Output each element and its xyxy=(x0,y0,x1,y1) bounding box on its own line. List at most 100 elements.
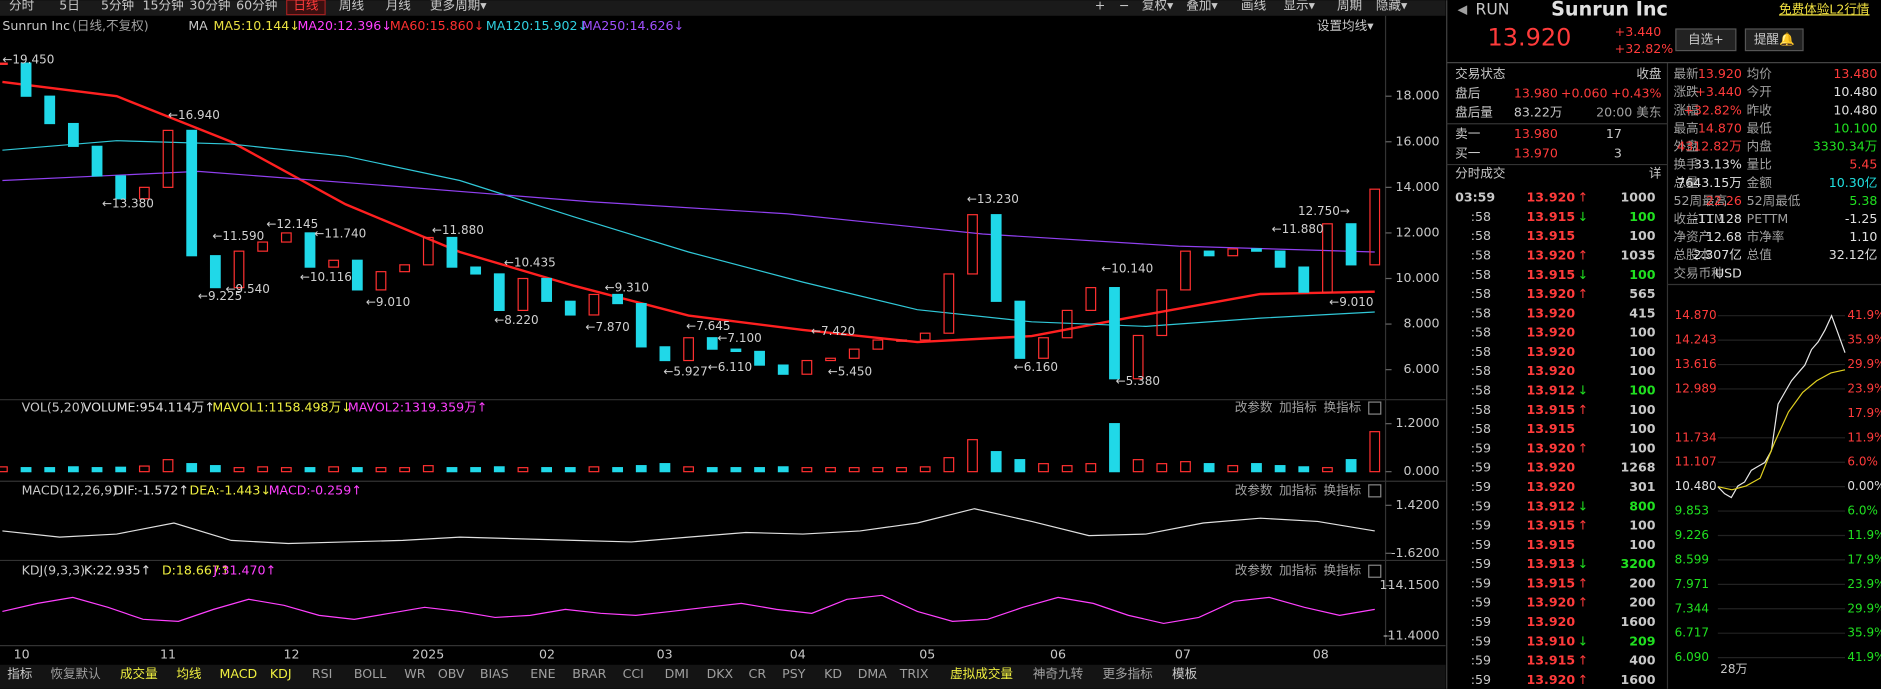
volume-bar xyxy=(919,466,931,473)
panel-button[interactable]: 加指标 xyxy=(1279,400,1317,415)
indicator-tab[interactable]: MACD xyxy=(220,666,258,681)
indicator-tab[interactable]: 神奇九转 xyxy=(1033,666,1084,681)
period-tab[interactable]: 30分钟 xyxy=(189,0,230,13)
promo-link[interactable]: 免费体验L2行情 xyxy=(1779,1,1870,16)
candle xyxy=(683,337,694,362)
detail-button[interactable]: 详 xyxy=(1649,166,1662,181)
indicator-tab[interactable]: 指标 xyxy=(7,666,33,681)
candle xyxy=(1203,250,1215,257)
tool-button[interactable]: 复权▾ xyxy=(1142,0,1174,13)
trade-price: 13.920 xyxy=(1527,325,1576,340)
indicator-tab[interactable]: CR xyxy=(749,666,767,681)
y-tick-label: 114.1500 xyxy=(1380,577,1440,592)
close-button[interactable] xyxy=(1368,564,1382,578)
panel-button[interactable]: 换指标 xyxy=(1324,563,1362,578)
volume-bar xyxy=(1369,431,1381,473)
price-annotation: ←13.380 xyxy=(102,197,154,211)
indicator-tab[interactable]: BIAS xyxy=(480,666,509,681)
indicator-tab[interactable]: CCI xyxy=(623,666,644,681)
trade-price: 13.915 xyxy=(1527,575,1576,590)
tool-button[interactable]: − xyxy=(1119,0,1130,13)
symbol: RUN xyxy=(1476,0,1510,18)
mini-pct-label: 0.00% xyxy=(1847,479,1881,493)
stock-name: Sunrun Inc xyxy=(2,18,70,33)
panel-button[interactable]: 换指标 xyxy=(1324,482,1362,497)
trade-time: :58 xyxy=(1471,344,1491,359)
tool-button[interactable]: 周期 xyxy=(1337,0,1362,13)
candle xyxy=(943,273,955,334)
stat-label: 涨跌 xyxy=(1673,84,1699,99)
panel-button[interactable]: 加指标 xyxy=(1279,482,1317,497)
panel-button[interactable]: 改参数 xyxy=(1235,482,1273,497)
indicator-tab[interactable]: BRAR xyxy=(572,666,606,681)
indicator-tab[interactable]: DKX xyxy=(707,666,734,681)
indicator-tab[interactable]: 模板 xyxy=(1172,666,1198,681)
trade-volume: 100 xyxy=(1629,209,1656,224)
candle xyxy=(67,122,79,147)
price-annotation: ←11.880 xyxy=(432,223,484,237)
volume-bar xyxy=(872,467,884,473)
indicator-tab[interactable]: OBV xyxy=(438,666,465,681)
period-tab[interactable]: 分时 xyxy=(9,0,35,13)
ma-settings[interactable]: 设置均线▾ xyxy=(1317,18,1374,33)
nav-arrow[interactable]: ◀ xyxy=(1458,1,1468,16)
indicator-tab[interactable]: KDJ xyxy=(270,666,292,681)
indicator-tab[interactable]: PSY xyxy=(782,666,806,681)
trade-volume: 100 xyxy=(1629,363,1656,378)
candle xyxy=(635,302,647,348)
panel-button[interactable]: 改参数 xyxy=(1235,563,1273,578)
alert-button[interactable] xyxy=(1744,28,1804,52)
indicator-tab[interactable]: BOLL xyxy=(354,666,386,681)
indicator-tab[interactable]: DMI xyxy=(665,666,689,681)
period-tab[interactable]: 周线 xyxy=(339,0,365,13)
indicator-tab[interactable]: 恢复默认 xyxy=(50,666,101,681)
stat-label: 交易币种 xyxy=(1673,265,1723,280)
trade-time: :58 xyxy=(1471,286,1491,301)
panel-button[interactable]: 改参数 xyxy=(1235,400,1273,415)
indicator-tab[interactable]: KD xyxy=(824,666,842,681)
candle xyxy=(872,339,884,350)
y-tick-label: 0.000 xyxy=(1404,463,1440,478)
trade-arrow: ↑ xyxy=(1577,286,1588,301)
status-value: 收盘 xyxy=(1636,66,1662,81)
period-tab[interactable]: 60分钟 xyxy=(236,0,277,13)
volume-bar xyxy=(1180,461,1191,473)
period-tab[interactable]: 月线 xyxy=(386,0,412,13)
tool-button[interactable]: 隐藏▾ xyxy=(1376,0,1408,13)
watch-button[interactable] xyxy=(1675,28,1737,52)
tool-button[interactable]: 显示▾ xyxy=(1283,0,1315,13)
ma-legend: MA120:15.902↓ xyxy=(486,18,588,33)
period-tab[interactable]: 更多周期▾ xyxy=(430,0,487,13)
indicator-tab[interactable]: ENE xyxy=(530,666,555,681)
trade-price: 13.920 xyxy=(1527,305,1576,320)
volume-bar xyxy=(635,465,647,473)
tool-button[interactable]: 叠加▾ xyxy=(1186,0,1218,13)
trade-volume: 1600 xyxy=(1620,672,1655,687)
close-button[interactable] xyxy=(1368,401,1382,415)
period-tab[interactable]: 15分钟 xyxy=(143,0,184,13)
period-tab[interactable]: 日线 xyxy=(293,0,319,13)
volume-bar xyxy=(375,467,387,473)
tool-button[interactable]: + xyxy=(1095,0,1106,13)
mini-pct-label: 29.9% xyxy=(1847,357,1881,371)
period-tab[interactable]: 5日 xyxy=(59,0,80,13)
volume-bar xyxy=(612,467,623,473)
indicator-tab[interactable]: 均线 xyxy=(176,666,202,681)
tool-button[interactable]: 画线 xyxy=(1241,0,1267,13)
close-button[interactable] xyxy=(1368,484,1382,498)
indicator-tab[interactable]: DMA xyxy=(858,666,888,681)
indicator-tab[interactable]: RSI xyxy=(312,666,332,681)
panel-button[interactable]: 换指标 xyxy=(1324,400,1362,415)
period-tab[interactable]: 5分钟 xyxy=(101,0,134,13)
indicator-tab[interactable]: 虚拟成交量 xyxy=(950,666,1013,681)
indicator-tab[interactable]: 更多指标 xyxy=(1102,666,1153,681)
indicator-tab[interactable]: TRIX xyxy=(899,666,929,681)
volume-bar xyxy=(493,466,505,473)
candle xyxy=(1345,223,1357,266)
candle xyxy=(541,277,553,302)
stat-value: 1.10 xyxy=(1849,229,1877,244)
panel-button[interactable]: 加指标 xyxy=(1279,563,1317,578)
candle xyxy=(1298,266,1310,293)
indicator-tab[interactable]: 成交量 xyxy=(120,666,158,681)
indicator-tab[interactable]: WR xyxy=(404,666,425,681)
